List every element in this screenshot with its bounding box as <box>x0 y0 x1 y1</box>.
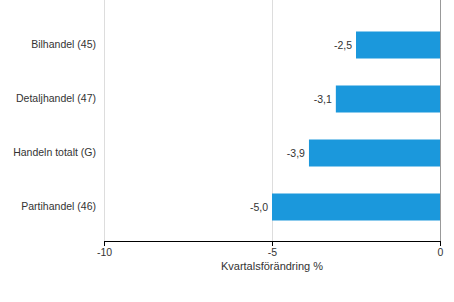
chart: -2,5 -3,1 -3,9 -5,0 Bilhandel (45) Detaljhand… <box>0 0 454 302</box>
tick: Partihandel (46) <box>21 200 96 212</box>
category-label: Detaljhandel (47) <box>16 92 96 104</box>
data-label: -3,1 <box>314 93 332 105</box>
tick-label: -10 <box>97 246 112 258</box>
bar <box>356 32 440 59</box>
tick: Detaljhandel (47) <box>16 92 96 104</box>
tick-label: 0 <box>438 246 444 258</box>
value-axis: -10 -5 0 <box>97 241 444 258</box>
category-axis: Bilhandel (45) Detaljhandel (47) Handeln t… <box>13 38 96 212</box>
tick: 0 <box>438 241 444 258</box>
grid <box>104 0 440 241</box>
tick: Bilhandel (45) <box>31 38 96 50</box>
data-label: -5,0 <box>250 201 268 213</box>
grid-line <box>104 0 105 241</box>
category-label: Handeln totalt (G) <box>13 146 96 158</box>
tick-mark <box>272 241 273 246</box>
tick-label: -5 <box>268 246 277 258</box>
tick: Handeln totalt (G) <box>13 146 96 158</box>
tick-mark <box>104 241 105 246</box>
bar <box>336 86 440 113</box>
tick: -10 <box>97 241 112 258</box>
category-label: Partihandel (46) <box>21 200 96 212</box>
tick-mark <box>440 241 441 246</box>
data-labels: -2,5 -3,1 -3,9 -5,0 <box>250 39 352 213</box>
data-label: -2,5 <box>334 39 352 51</box>
bars <box>272 32 440 221</box>
bar <box>272 194 440 221</box>
data-label: -3,9 <box>287 147 305 159</box>
tick: -5 <box>268 241 277 258</box>
category-label: Bilhandel (45) <box>31 38 96 50</box>
bar <box>309 140 440 167</box>
axis-title: Kvartalsförändring % <box>221 260 323 272</box>
